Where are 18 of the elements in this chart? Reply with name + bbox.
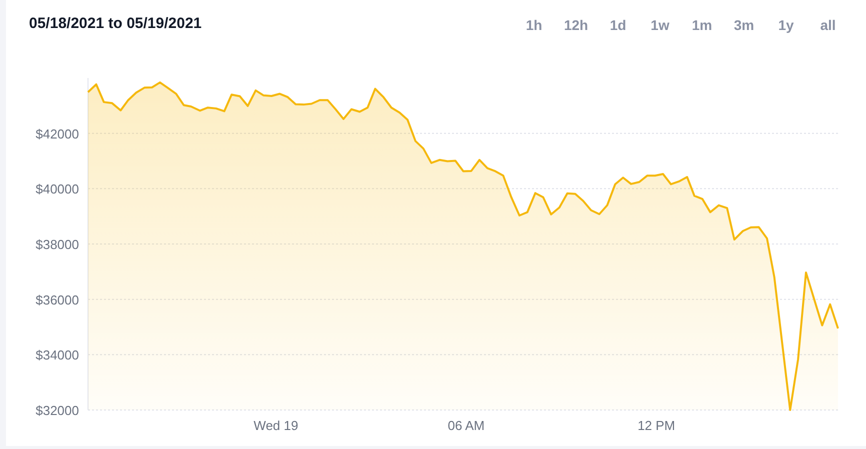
text: 3m	[734, 17, 754, 33]
text: 1m	[692, 17, 712, 33]
y-tick-label: $34000	[36, 348, 79, 363]
x-tick-label: 06 AM	[448, 418, 485, 433]
text: 1h	[526, 17, 542, 33]
y-tick-label: $42000	[36, 126, 79, 142]
y-tick-label: $38000	[36, 237, 79, 252]
text: 12h	[564, 17, 588, 33]
x-tick-label: Wed 19	[254, 418, 298, 433]
text: 1y	[778, 17, 794, 33]
text: all	[820, 17, 836, 33]
y-tick-label: $32000	[36, 403, 79, 418]
x-tick-label: 12 PM	[638, 418, 676, 433]
y-tick-label: $40000	[36, 182, 79, 197]
chart-title: 05/18/2021 to 05/19/2021	[29, 15, 202, 32]
text: 1d	[610, 17, 626, 33]
y-tick-label: $36000	[36, 292, 79, 308]
text: 1w	[650, 17, 670, 33]
